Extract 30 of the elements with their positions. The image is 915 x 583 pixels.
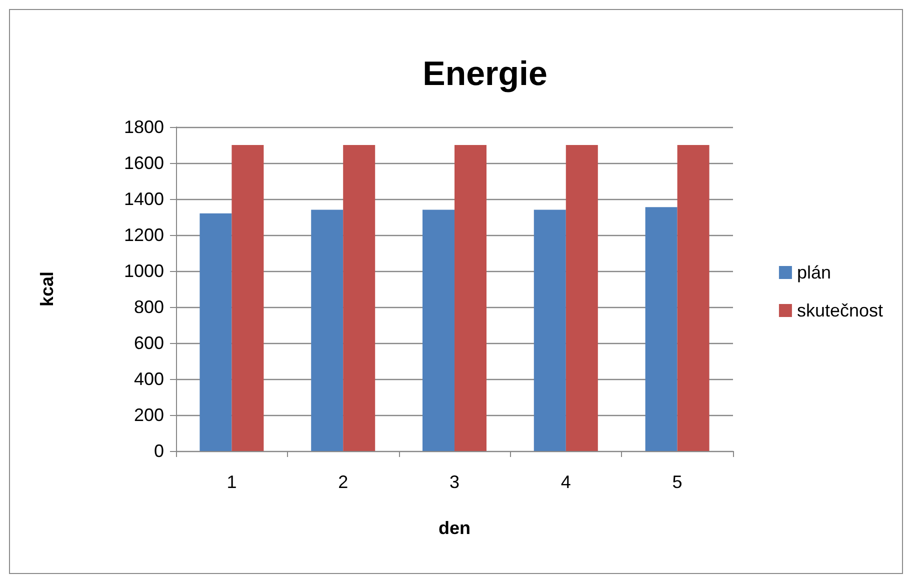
y-tick-label: 200 — [134, 405, 164, 425]
bar — [645, 207, 678, 451]
bar — [232, 145, 264, 451]
bar — [677, 145, 710, 451]
bar — [454, 145, 486, 451]
y-tick-label: 1800 — [124, 117, 164, 137]
x-tick-label: 3 — [449, 472, 460, 492]
x-tick-label: 4 — [560, 472, 571, 492]
x-axis-title: den — [438, 518, 471, 538]
legend-label: plán — [796, 262, 831, 282]
y-tick-label: 1600 — [124, 153, 164, 173]
y-tick-label: 1000 — [124, 261, 164, 281]
y-tick-label: 800 — [134, 297, 164, 317]
bar — [200, 213, 232, 451]
bar — [534, 210, 566, 451]
x-tick-label: 5 — [672, 472, 682, 492]
bar — [422, 210, 454, 451]
y-tick-label: 1400 — [124, 189, 164, 209]
chart-title: Energie — [422, 55, 548, 93]
y-tick-label: 600 — [134, 333, 164, 353]
bar — [566, 145, 598, 451]
y-tick-label: 1200 — [124, 225, 164, 245]
x-tick-label: 1 — [226, 472, 237, 492]
bar — [343, 145, 376, 451]
bar — [311, 210, 344, 451]
y-tick-label: 0 — [154, 441, 164, 461]
x-tick-label: 2 — [338, 472, 348, 492]
y-axis-title: kcal — [37, 271, 57, 307]
legend-label: skutečnost — [796, 300, 883, 320]
y-tick-label: 400 — [134, 369, 164, 389]
